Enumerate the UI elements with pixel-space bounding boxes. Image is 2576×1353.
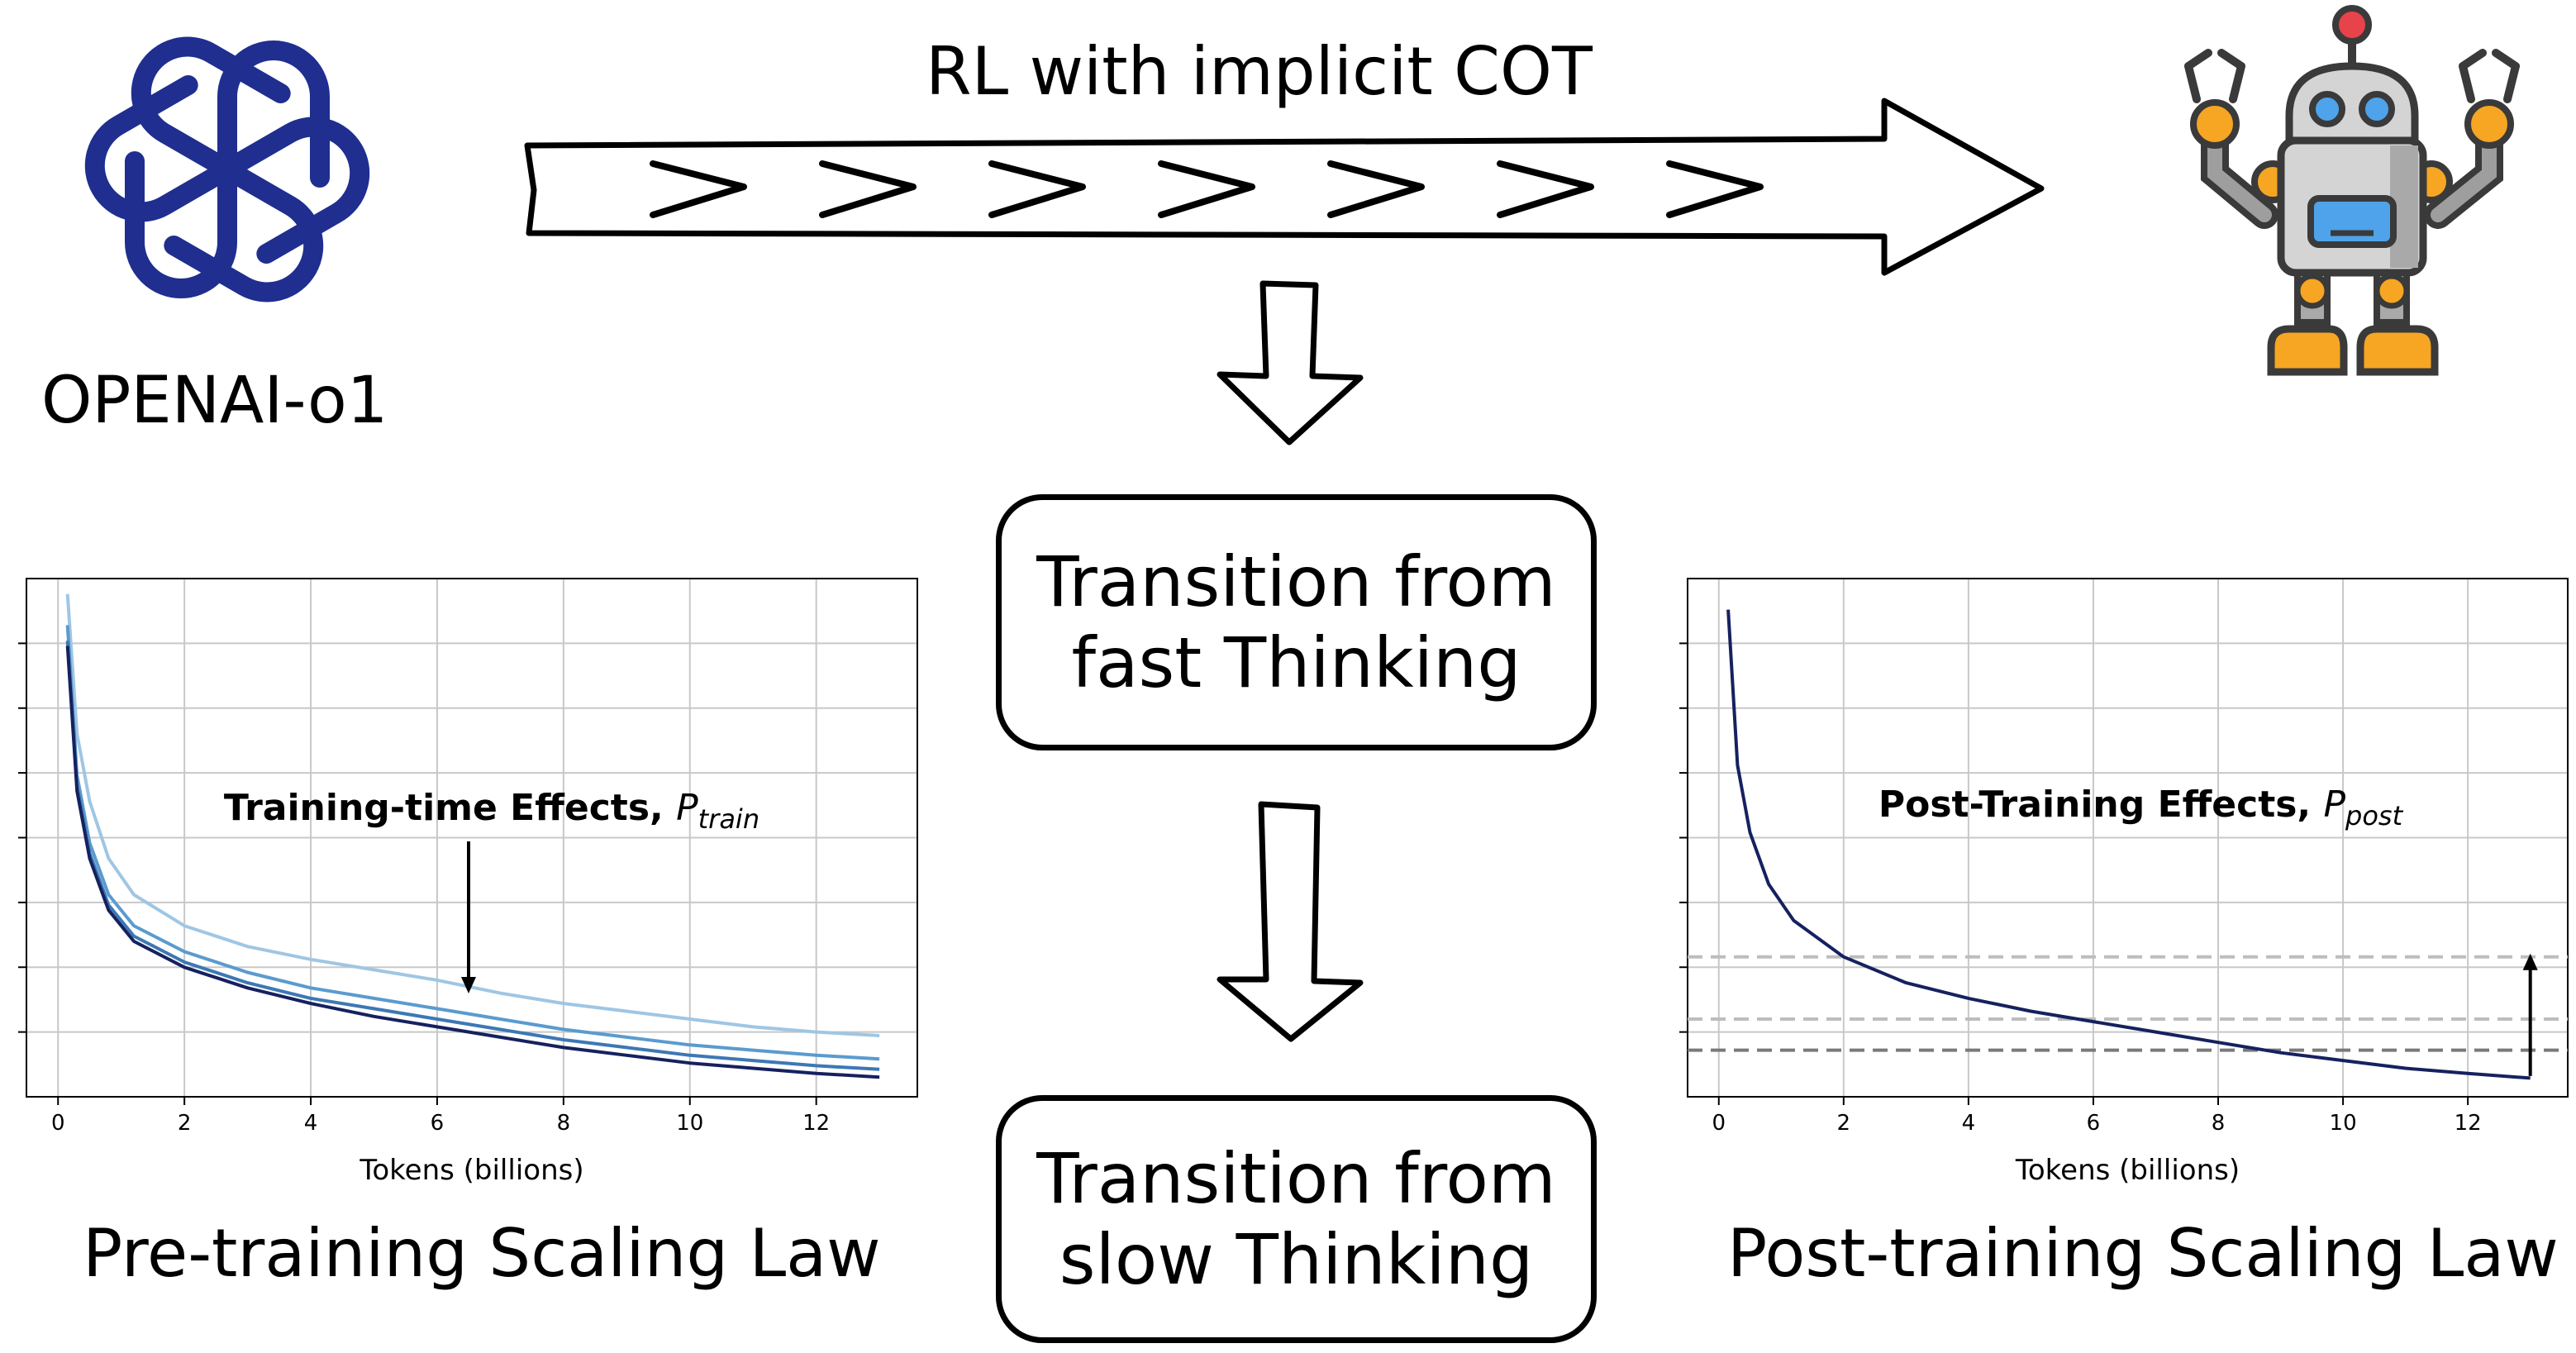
openai-logo xyxy=(84,36,370,303)
fast-thinking-line2: fast Thinking xyxy=(1071,622,1521,703)
arrow-head xyxy=(461,977,476,993)
arrow-head xyxy=(2522,953,2538,970)
slow-thinking-box: Transition from slow Thinking xyxy=(996,1095,1597,1343)
annotation-label: Training-time Effects, Ptrain xyxy=(224,787,759,835)
post-training-chart: 0 2 4 6 8 10 12 Tokens (billions) Post-Training … xyxy=(1679,578,2569,1187)
series-line xyxy=(65,646,880,1079)
pre-training-chart: 0 2 4 6 8 10 12 Tokens (billions) Training-time … xyxy=(18,578,918,1187)
x-tick-label: 2 xyxy=(1837,1111,1851,1136)
top-arrow-label: RL with implicit COT xyxy=(926,33,1593,110)
x-tick-label: 4 xyxy=(304,1111,318,1136)
x-tick-label: 2 xyxy=(178,1111,192,1136)
x-tick-label: 6 xyxy=(431,1111,445,1136)
x-tick-label: 6 xyxy=(2087,1111,2101,1136)
x-tick-label: 0 xyxy=(51,1111,65,1136)
rl-arrow xyxy=(524,98,2045,276)
series-line xyxy=(65,593,880,1037)
pre-training-caption: Pre-training Scaling Law xyxy=(83,1215,881,1292)
arrow-chevron xyxy=(650,160,747,218)
x-tick-label: 8 xyxy=(557,1111,571,1136)
x-tick-label: 4 xyxy=(1962,1111,1976,1136)
down-arrow-2 xyxy=(1217,801,1364,1042)
openai-o1-label: OPENAI-o1 xyxy=(41,364,388,438)
series-line xyxy=(65,641,880,1071)
fast-thinking-line1: Transition from xyxy=(1036,541,1556,622)
x-tick-label: 0 xyxy=(1712,1111,1726,1136)
arrow-chevron xyxy=(1666,160,1764,218)
fast-thinking-box: Transition from fast Thinking xyxy=(996,494,1597,750)
x-tick-label: 12 xyxy=(2455,1111,2482,1136)
series-line xyxy=(1726,609,2531,1080)
slow-thinking-line1: Transition from xyxy=(1036,1138,1556,1219)
annotation-label: Post-Training Effects, Ppost xyxy=(1878,784,2404,831)
slow-thinking-line2: slow Thinking xyxy=(1059,1219,1534,1300)
x-axis-label: Tokens (billions) xyxy=(2015,1154,2240,1187)
x-tick-label: 10 xyxy=(676,1111,703,1136)
arrow-chevron xyxy=(1158,160,1255,218)
x-tick-label: 10 xyxy=(2330,1111,2357,1136)
robot-icon xyxy=(2184,5,2520,376)
arrow-chevron xyxy=(819,160,917,218)
x-tick-label: 12 xyxy=(802,1111,830,1136)
x-tick-label: 8 xyxy=(2212,1111,2226,1136)
arrow-chevron xyxy=(988,160,1086,218)
down-arrow-1 xyxy=(1217,280,1364,445)
arrow-chevron xyxy=(1497,160,1594,218)
post-training-caption: Post-training Scaling Law xyxy=(1727,1215,2559,1292)
arrow-chevron xyxy=(1327,160,1425,218)
series-line xyxy=(65,625,880,1061)
x-axis-label: Tokens (billions) xyxy=(359,1154,583,1187)
